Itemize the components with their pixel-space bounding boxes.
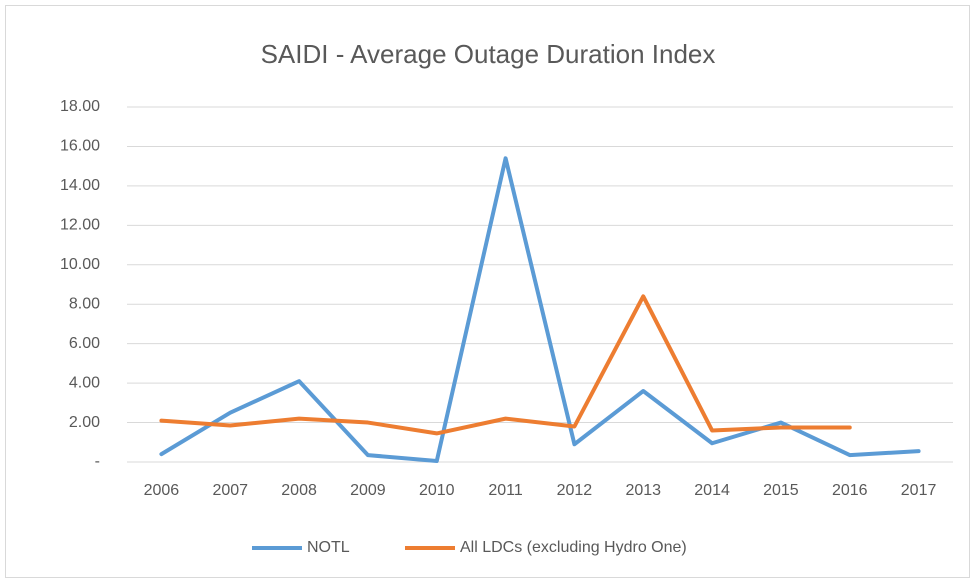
y-tick-label: 14.00 bbox=[60, 177, 100, 194]
y-tick-label: 6.00 bbox=[69, 335, 100, 352]
x-tick-label: 2007 bbox=[212, 482, 248, 499]
y-tick-label: 18.00 bbox=[60, 98, 100, 115]
x-tick-label: 2011 bbox=[488, 482, 523, 499]
x-tick-label: 2010 bbox=[419, 482, 455, 499]
x-tick-label: 2006 bbox=[144, 482, 180, 499]
y-tick-label: 10.00 bbox=[60, 256, 100, 273]
chart-border bbox=[5, 5, 970, 578]
x-tick-label: 2009 bbox=[350, 482, 386, 499]
legend-label: All LDCs (excluding Hydro One) bbox=[460, 539, 687, 556]
y-tick-label: 12.00 bbox=[60, 217, 100, 234]
x-tick-label: 2016 bbox=[832, 482, 868, 499]
x-tick-label: 2014 bbox=[694, 482, 730, 499]
y-tick-label: 8.00 bbox=[69, 295, 100, 312]
series-line bbox=[159, 294, 852, 436]
x-tick-label: 2012 bbox=[557, 482, 593, 499]
x-tick-label: 2017 bbox=[901, 482, 937, 499]
legend-label: NOTL bbox=[307, 539, 350, 556]
y-tick-label: 4.00 bbox=[69, 374, 100, 391]
x-tick-label: 2013 bbox=[625, 482, 661, 499]
y-tick-label: - bbox=[95, 453, 100, 470]
x-tick-label: 2008 bbox=[281, 482, 317, 499]
y-tick-label: 2.00 bbox=[69, 414, 100, 431]
y-tick-label: 16.00 bbox=[60, 138, 100, 155]
x-tick-label: 2015 bbox=[763, 482, 799, 499]
chart-title: SAIDI - Average Outage Duration Index bbox=[261, 39, 716, 69]
